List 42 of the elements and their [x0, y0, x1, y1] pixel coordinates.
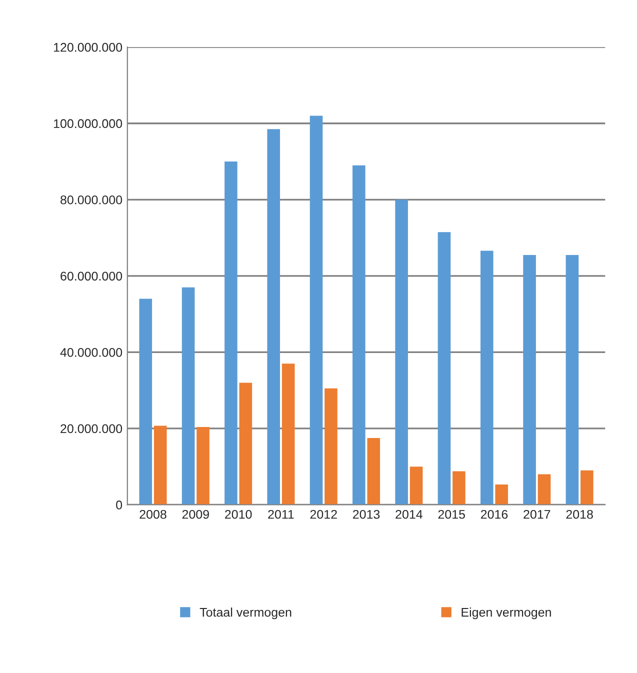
bar — [239, 382, 252, 505]
bar — [224, 162, 238, 505]
bar — [480, 250, 494, 505]
bar — [196, 426, 210, 505]
x-tick-label: 2011 — [268, 510, 294, 519]
bar — [139, 298, 152, 505]
bar — [566, 254, 579, 505]
y-tick-label: 0 — [116, 500, 122, 510]
x-tick-label: 2012 — [310, 510, 337, 519]
bar — [580, 470, 594, 505]
x-tick-label: 2010 — [225, 510, 252, 519]
bar — [538, 474, 551, 505]
x-tick-label: 2014 — [396, 510, 422, 519]
x-tick-label: 2008 — [140, 510, 166, 519]
legend-label: Totaal vermogen — [200, 608, 292, 620]
y-tick-label: 80.000.000 — [60, 195, 122, 204]
legend-label: Eigen vermogen — [462, 608, 551, 620]
bar — [452, 471, 466, 505]
bar — [324, 388, 338, 505]
y-tick-label: 120.000.000 — [54, 42, 122, 52]
bar — [367, 438, 380, 505]
bar — [267, 129, 280, 505]
bar — [310, 116, 323, 505]
y-tick-label: 60.000.000 — [60, 272, 122, 281]
x-tick-label: 2015 — [438, 510, 465, 519]
x-tick-label: 2013 — [353, 510, 380, 519]
bar — [395, 200, 408, 505]
bar — [495, 484, 508, 505]
y-tick-label: 100.000.000 — [54, 119, 122, 128]
bar — [438, 232, 451, 505]
bar — [352, 165, 366, 505]
y-tick-label: 20.000.000 — [60, 424, 122, 434]
y-tick-label: 40.000.000 — [60, 348, 122, 357]
bar — [282, 364, 295, 505]
x-tick-label: 2016 — [480, 510, 508, 519]
x-tick-label: 2009 — [182, 510, 209, 519]
bar — [182, 287, 195, 505]
x-tick-label: 2018 — [566, 510, 593, 519]
x-tick-label: 2017 — [524, 510, 550, 519]
bar — [523, 254, 536, 505]
bar — [154, 426, 167, 505]
bar — [410, 466, 423, 505]
